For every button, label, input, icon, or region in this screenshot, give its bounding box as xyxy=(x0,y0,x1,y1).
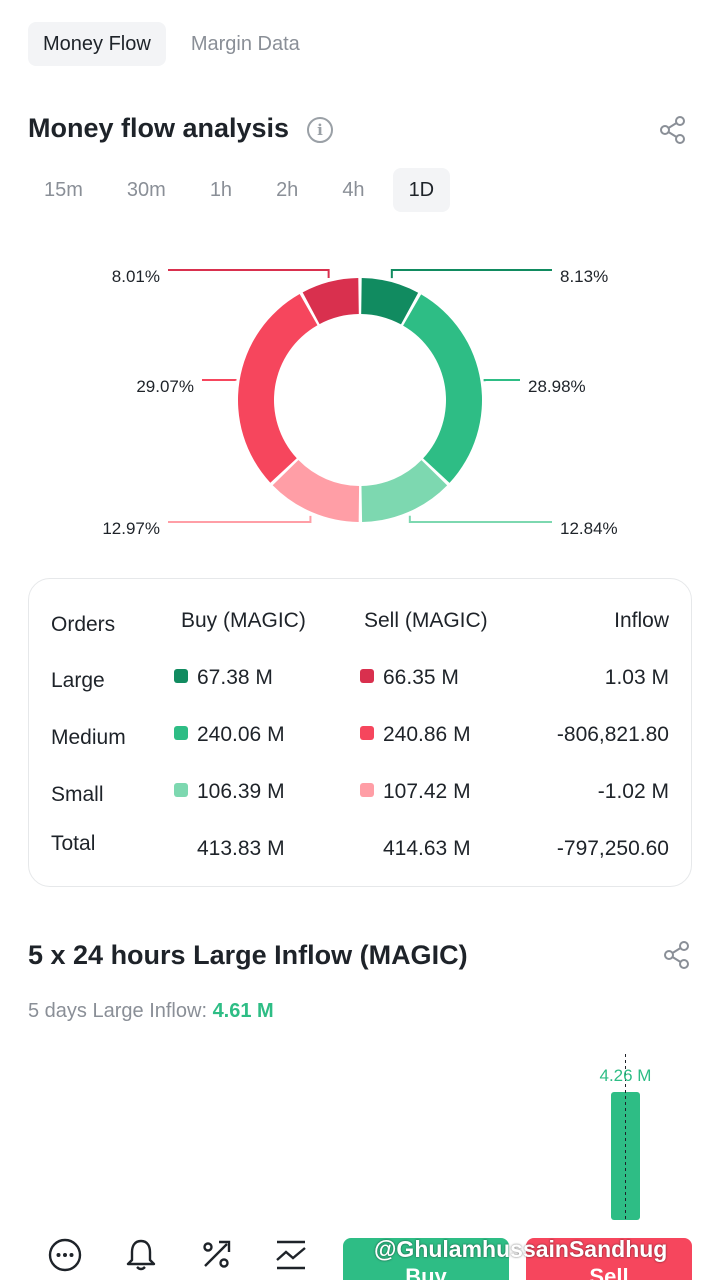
buy-button[interactable]: Buy xyxy=(343,1238,509,1280)
donut-slice xyxy=(272,460,360,522)
five-day-inflow-value: 4.61 M xyxy=(212,1000,274,1022)
large-inflow-title: 5 x 24 hours Large Inflow (MAGIC) xyxy=(28,940,468,970)
bell-icon[interactable] xyxy=(124,1238,158,1272)
watermark-text: @GhulamhussainSandhug xyxy=(374,1236,668,1262)
row-label-medium: Medium xyxy=(51,726,126,749)
buy-large-swatch xyxy=(174,669,188,683)
buy-medium: 240.06 M xyxy=(174,723,285,747)
sell-small: 107.42 M xyxy=(360,780,471,804)
chart-icon[interactable] xyxy=(274,1238,308,1272)
row-label-small: Small xyxy=(51,783,104,806)
tab-30m[interactable]: 30m xyxy=(126,179,166,201)
bottom-action-bar: Buy Sell xyxy=(0,1230,720,1280)
donut-slice xyxy=(361,460,448,522)
sell-large: 66.35 M xyxy=(360,666,459,690)
time-range-tabs: 15m 30m 1h 2h 4h 1D xyxy=(28,168,451,212)
money-flow-donut-chart: 8.13% 28.98% 12.84% 12.97% 29.07% 8.01% xyxy=(0,240,720,560)
donut-percent-label: 12.97% xyxy=(102,519,160,538)
buy-medium-value: 240.06 M xyxy=(197,723,285,746)
sell-large-value: 66.35 M xyxy=(383,666,459,689)
more-icon[interactable] xyxy=(48,1238,82,1272)
money-flow-analysis-title: Money flow analysis xyxy=(28,113,290,143)
header-buy: Buy (MAGIC) xyxy=(181,609,306,632)
buy-medium-swatch xyxy=(174,726,188,740)
donut-leader-line xyxy=(408,515,552,523)
buy-total: 413.83 M xyxy=(197,837,285,860)
donut-leader-line xyxy=(390,269,552,279)
donut-slice xyxy=(361,278,419,325)
top-tabs: Money Flow Margin Data xyxy=(28,22,315,66)
share-icon[interactable] xyxy=(662,940,692,970)
row-label-large: Large xyxy=(51,669,105,692)
donut-leader-line xyxy=(202,379,237,381)
inflow-large: 1.03 M xyxy=(604,666,669,689)
five-day-inflow-summary: 5 days Large Inflow: 4.61 M xyxy=(28,1000,274,1023)
tab-2h[interactable]: 2h xyxy=(276,179,299,201)
sell-small-swatch xyxy=(360,783,374,797)
donut-leader-line xyxy=(168,515,312,523)
bar-value-label: 4.26 M xyxy=(600,1066,652,1085)
five-day-inflow-label: 5 days Large Inflow: xyxy=(28,1000,207,1022)
donut-slice xyxy=(403,294,483,483)
header-orders: Orders xyxy=(51,613,116,636)
sell-small-value: 107.42 M xyxy=(383,780,471,803)
donut-percent-label: 8.13% xyxy=(560,267,608,286)
orders-table: Orders Buy (MAGIC) Sell (MAGIC) Inflow L… xyxy=(28,578,692,887)
large-inflow-bar-chart: 4.26 M xyxy=(28,1050,692,1220)
buy-small: 106.39 M xyxy=(174,780,285,804)
donut-leader-line xyxy=(483,379,520,382)
sell-medium-value: 240.86 M xyxy=(383,723,471,746)
buy-large: 67.38 M xyxy=(174,666,273,690)
donut-percent-label: 29.07% xyxy=(136,377,194,396)
share-icon[interactable] xyxy=(658,115,688,145)
donut-percent-label: 12.84% xyxy=(560,519,618,538)
tab-margin-data[interactable]: Margin Data xyxy=(190,33,300,55)
row-label-total: Total xyxy=(51,832,96,855)
info-icon[interactable]: i xyxy=(307,117,333,143)
tab-15m[interactable]: 15m xyxy=(44,179,83,201)
sell-medium: 240.86 M xyxy=(360,723,471,747)
donut-slice xyxy=(237,293,318,483)
header-inflow: Inflow xyxy=(614,609,669,632)
tab-1d[interactable]: 1D xyxy=(392,168,451,212)
tab-money-flow[interactable]: Money Flow xyxy=(28,22,166,66)
percent-icon[interactable] xyxy=(199,1238,233,1272)
sell-medium-swatch xyxy=(360,726,374,740)
sell-total: 414.63 M xyxy=(383,837,471,860)
inflow-small: -1.02 M xyxy=(597,780,669,803)
buy-small-value: 106.39 M xyxy=(197,780,285,803)
sell-button[interactable]: Sell xyxy=(526,1238,692,1280)
donut-percent-label: 8.01% xyxy=(112,267,160,286)
donut-slice xyxy=(302,278,359,325)
tab-4h[interactable]: 4h xyxy=(342,179,365,201)
donut-leader-line xyxy=(168,269,330,278)
tab-1h[interactable]: 1h xyxy=(209,179,233,201)
sell-large-swatch xyxy=(360,669,374,683)
donut-percent-label: 28.98% xyxy=(528,377,586,396)
inflow-medium: -806,821.80 xyxy=(556,723,669,746)
buy-large-value: 67.38 M xyxy=(197,666,273,689)
inflow-total: -797,250.60 xyxy=(556,837,669,860)
buy-small-swatch xyxy=(174,783,188,797)
header-sell: Sell (MAGIC) xyxy=(364,609,488,632)
